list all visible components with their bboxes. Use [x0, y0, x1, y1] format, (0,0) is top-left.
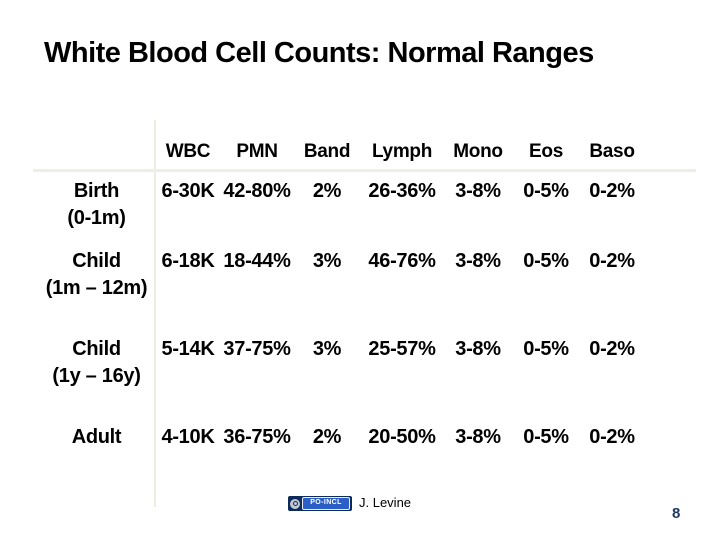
cell-lymph: 20-50% [368, 426, 436, 448]
table-row-child-infant: Child (1m – 12m) 6-18K 18-44% 3% 46-76% … [38, 242, 645, 330]
cell-pmn: 18-44% [223, 250, 291, 272]
row-label-age-range: (1m – 12m) [45, 277, 148, 299]
row-label: Birth (0-1m) [38, 172, 155, 242]
badge-label: PO-INCL [302, 497, 350, 510]
cell-mono: 3-8% [455, 180, 501, 202]
table-header-divider [33, 169, 696, 172]
row-label: Child (1y – 16y) [38, 330, 155, 418]
table-row-adult: Adult 4-10K 36-75% 2% 20-50% 3-8% 0-5% 0… [38, 418, 645, 490]
column-header-pmn: PMN [236, 141, 278, 162]
cell-band: 2% [312, 426, 342, 448]
cell-pmn: 42-80% [223, 180, 291, 202]
cell-pmn: 36-75% [223, 426, 291, 448]
cell-band: 2% [312, 180, 342, 202]
cell-mono: 3-8% [455, 426, 501, 448]
cell-baso: 0-2% [589, 180, 635, 202]
author-credit: J. Levine [359, 495, 412, 510]
cell-wbc: 6-30K [161, 180, 215, 202]
cell-pmn: 37-75% [223, 338, 291, 360]
table-row-child-older: Child (1y – 16y) 5-14K 37-75% 3% 25-57% … [38, 330, 645, 418]
column-header-band: Band [303, 141, 351, 162]
table-vertical-divider [154, 120, 156, 507]
row-label-age-range: (1y – 16y) [52, 365, 141, 387]
badge-globe-icon [290, 498, 300, 509]
cell-baso: 0-2% [589, 426, 635, 448]
cell-lymph: 46-76% [368, 250, 436, 272]
column-header-eos: Eos [529, 141, 563, 162]
row-label: Child (1m – 12m) [38, 242, 155, 330]
cell-mono: 3-8% [455, 250, 501, 272]
row-label: Adult [38, 418, 155, 490]
table-row-birth: Birth (0-1m) 6-30K 42-80% 2% 26-36% 3-8%… [38, 172, 645, 242]
cell-lymph: 25-57% [368, 338, 436, 360]
slide-title: White Blood Cell Counts: Normal Ranges [44, 37, 594, 69]
column-header-lymph: Lymph [371, 141, 433, 162]
column-header-baso: Baso [589, 141, 635, 162]
row-label-name: Child [72, 338, 121, 360]
cell-lymph: 26-36% [368, 180, 436, 202]
cell-band: 3% [312, 250, 342, 272]
publisher-badge: PO-INCL [288, 496, 352, 511]
cell-eos: 0-5% [523, 338, 569, 360]
slide-page-number: 8 [672, 505, 681, 522]
cell-band: 3% [312, 338, 342, 360]
cell-mono: 3-8% [455, 338, 501, 360]
cell-eos: 0-5% [523, 426, 569, 448]
row-label-name: Child [72, 250, 121, 272]
cell-baso: 0-2% [589, 338, 635, 360]
table-header-row: WBC PMN Band Lymph Mono Eos Baso [38, 120, 645, 172]
cell-wbc: 6-18K [161, 250, 215, 272]
table-corner-cell [38, 120, 155, 172]
cell-wbc: 4-10K [161, 426, 215, 448]
cell-eos: 0-5% [523, 250, 569, 272]
row-label-age-range: (0-1m) [67, 207, 126, 229]
row-label-name: Birth [73, 180, 120, 202]
column-header-wbc: WBC [165, 141, 211, 162]
cell-wbc: 5-14K [161, 338, 215, 360]
row-label-name: Adult [71, 426, 122, 448]
wbc-normal-ranges-table: WBC PMN Band Lymph Mono Eos Baso Birth (… [38, 120, 645, 490]
cell-baso: 0-2% [589, 250, 635, 272]
column-header-mono: Mono [453, 141, 503, 162]
cell-eos: 0-5% [523, 180, 569, 202]
